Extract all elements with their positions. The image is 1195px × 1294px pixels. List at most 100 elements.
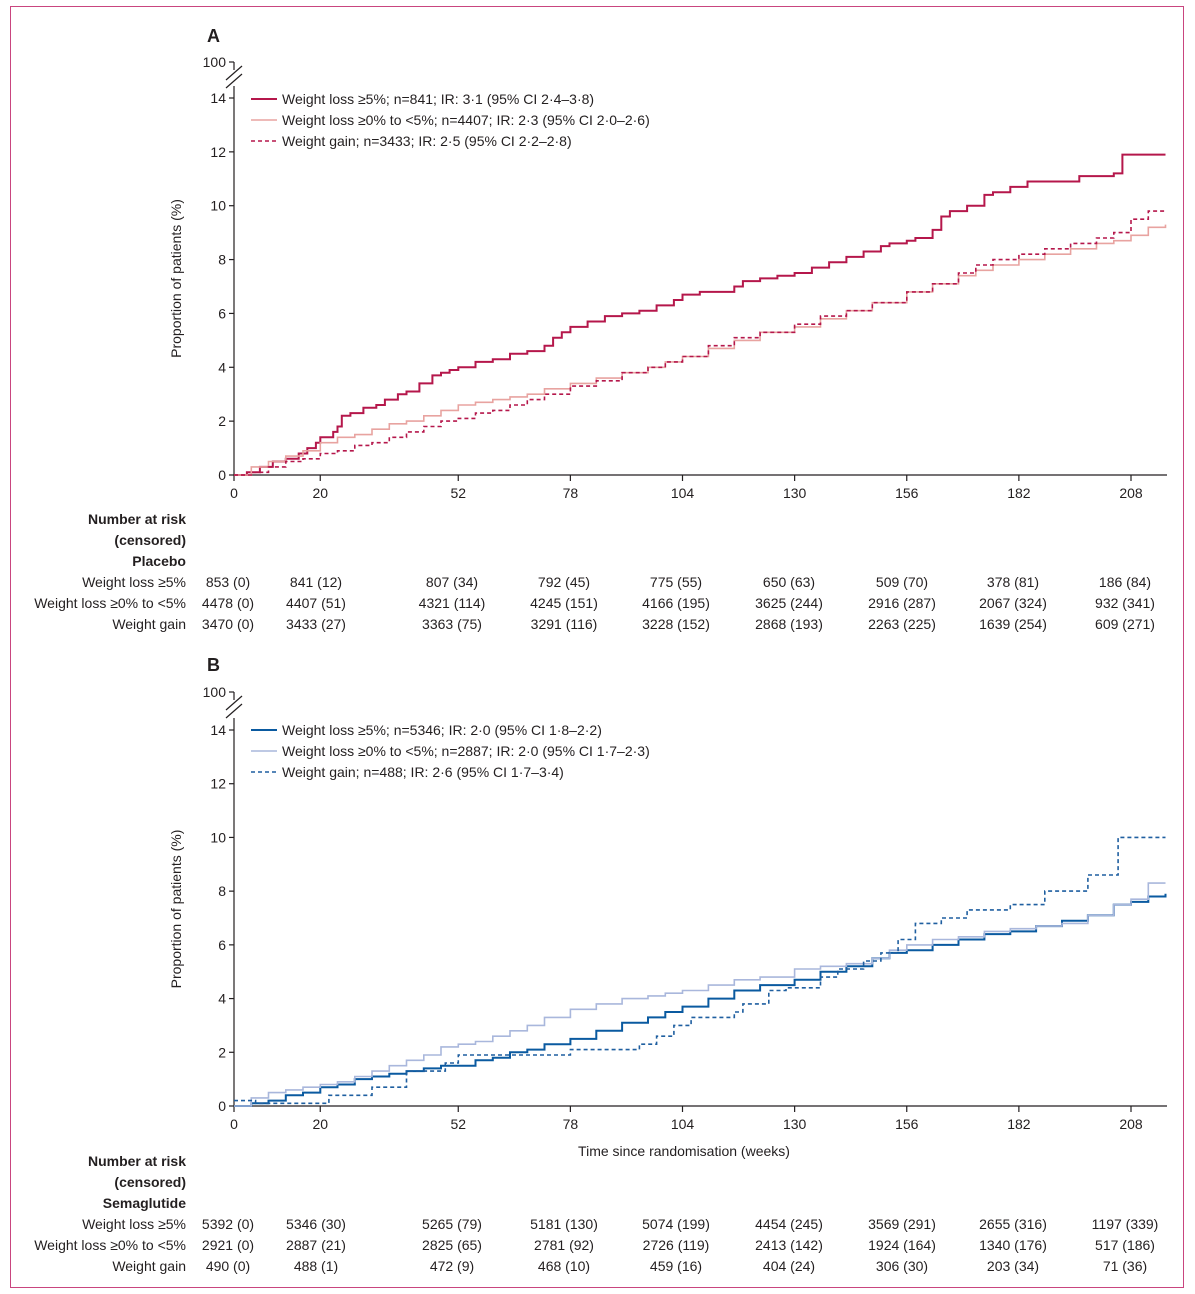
risk-table-row-label: Weight loss ≥5% bbox=[82, 574, 186, 590]
x-tick-label: 156 bbox=[895, 1116, 919, 1132]
y-tick-label: 10 bbox=[210, 829, 226, 845]
risk-table-cell: 472 (9) bbox=[430, 1258, 474, 1274]
x-tick-label: 0 bbox=[230, 1116, 238, 1132]
risk-table-cell: 186 (84) bbox=[1099, 574, 1151, 590]
legend-entry: Weight loss ≥5%; n=5346; IR: 2·0 (95% CI… bbox=[282, 722, 602, 738]
risk-table-cell: 404 (24) bbox=[763, 1258, 815, 1274]
risk-table-cell: 3291 (116) bbox=[531, 616, 598, 632]
x-tick-label: 104 bbox=[671, 1116, 695, 1132]
risk-table-cell: 1639 (254) bbox=[979, 616, 1047, 632]
y-tick-label: 8 bbox=[218, 252, 226, 268]
risk-table-cell: 5265 (79) bbox=[422, 1216, 482, 1232]
chart-panel-a: A 100 0 2 4 6 8 10 12 14 Proportion of patients (%… bbox=[34, 26, 1167, 632]
risk-table-cell: 1197 (339) bbox=[1092, 1216, 1159, 1232]
y-tick-label: 8 bbox=[218, 883, 226, 899]
risk-table-header: Number at risk bbox=[88, 1153, 186, 1169]
y-tick-label: 12 bbox=[210, 776, 226, 792]
x-tick-label: 130 bbox=[783, 485, 807, 501]
x-tick-label: 130 bbox=[783, 1116, 807, 1132]
risk-table-cell: 853 (0) bbox=[206, 574, 250, 590]
x-tick-label: 20 bbox=[312, 485, 328, 501]
risk-table-cell: 2413 (142) bbox=[755, 1237, 823, 1253]
risk-table-cell: 306 (30) bbox=[876, 1258, 928, 1274]
x-tick-label: 20 bbox=[312, 1116, 328, 1132]
y-axis-title: Proportion of patients (%) bbox=[168, 199, 184, 358]
y-tick-label: 100 bbox=[203, 54, 227, 70]
legend-entry: Weight gain; n=488; IR: 2·6 (95% CI 1·7–… bbox=[282, 764, 564, 780]
risk-table-cell: 932 (341) bbox=[1095, 595, 1155, 611]
risk-table-header: (censored) bbox=[114, 1174, 186, 1190]
risk-table-cell: 4478 (0) bbox=[202, 595, 254, 611]
x-tick-label: 52 bbox=[450, 1116, 466, 1132]
y-axis-title: Proportion of patients (%) bbox=[168, 830, 184, 989]
risk-table-cell: 3625 (244) bbox=[755, 595, 823, 611]
risk-table-cell: 509 (70) bbox=[876, 574, 928, 590]
risk-table-cell: 3363 (75) bbox=[422, 616, 482, 632]
risk-table-cell: 2067 (324) bbox=[979, 595, 1047, 611]
y-tick-label: 2 bbox=[218, 1044, 226, 1060]
y-tick-label: 6 bbox=[218, 937, 226, 953]
series-line-1 bbox=[234, 153, 1166, 476]
legend-entry: Weight gain; n=3433; IR: 2·5 (95% CI 2·2… bbox=[282, 133, 572, 149]
risk-table-header: Placebo bbox=[132, 553, 186, 569]
y-tick-label: 100 bbox=[203, 684, 227, 700]
legend-entry: Weight loss ≥5%; n=841; IR: 3·1 (95% CI … bbox=[282, 91, 594, 107]
risk-table-cell: 378 (81) bbox=[987, 574, 1039, 590]
x-tick-label: 52 bbox=[450, 485, 466, 501]
risk-table-cell: 4166 (195) bbox=[642, 595, 710, 611]
risk-table-row-label: Weight loss ≥5% bbox=[82, 1216, 186, 1232]
axis-break-mark bbox=[225, 695, 243, 711]
risk-table-cell: 4407 (51) bbox=[286, 595, 346, 611]
series-line-2 bbox=[234, 882, 1166, 1107]
risk-table-cell: 2781 (92) bbox=[534, 1237, 594, 1253]
x-tick-label: 182 bbox=[1007, 485, 1031, 501]
y-tick-label: 4 bbox=[218, 359, 226, 375]
risk-table-cell: 5181 (130) bbox=[530, 1216, 598, 1232]
risk-table-header: Number at risk bbox=[88, 511, 186, 527]
axis-break-mark bbox=[225, 703, 243, 719]
x-tick-label: 182 bbox=[1007, 1116, 1031, 1132]
risk-table-cell: 2921 (0) bbox=[202, 1237, 254, 1253]
x-tick-label: 156 bbox=[895, 485, 919, 501]
y-tick-label: 14 bbox=[210, 90, 226, 106]
legend-entry: Weight loss ≥0% to <5%; n=4407; IR: 2·3 … bbox=[282, 112, 650, 128]
risk-table-cell: 2726 (119) bbox=[643, 1237, 710, 1253]
risk-table-cell: 792 (45) bbox=[538, 574, 590, 590]
x-tick-label: 0 bbox=[230, 485, 238, 501]
chart-panel-b: B 100 0 2 4 6 8 10 12 14 Proportion of patients (%… bbox=[34, 655, 1167, 1274]
x-tick-label: 104 bbox=[671, 485, 695, 501]
risk-table-cell: 807 (34) bbox=[426, 574, 478, 590]
risk-table-row-label: Weight loss ≥0% to <5% bbox=[34, 595, 186, 611]
y-tick-label: 10 bbox=[210, 198, 226, 214]
y-tick-label: 2 bbox=[218, 413, 226, 429]
risk-table-cell: 203 (34) bbox=[987, 1258, 1039, 1274]
risk-table-cell: 459 (16) bbox=[650, 1258, 702, 1274]
risk-table-cell: 2916 (287) bbox=[868, 595, 936, 611]
risk-table-header: (censored) bbox=[114, 532, 186, 548]
figure-frame bbox=[10, 6, 1184, 1288]
risk-table-cell: 2887 (21) bbox=[286, 1237, 346, 1253]
risk-table-row-label: Weight gain bbox=[112, 1258, 186, 1274]
x-tick-label: 208 bbox=[1119, 485, 1143, 501]
y-tick-label: 12 bbox=[210, 144, 226, 160]
risk-table-cell: 517 (186) bbox=[1095, 1237, 1155, 1253]
risk-table-row-label: Weight loss ≥0% to <5% bbox=[34, 1237, 186, 1253]
panel-label: A bbox=[207, 26, 220, 46]
risk-table-cell: 4454 (245) bbox=[755, 1216, 823, 1232]
risk-table-cell: 488 (1) bbox=[294, 1258, 338, 1274]
risk-table-cell: 3433 (27) bbox=[286, 616, 346, 632]
x-tick-label: 208 bbox=[1119, 1116, 1143, 1132]
risk-table-cell: 5074 (199) bbox=[642, 1216, 710, 1232]
risk-table-cell: 775 (55) bbox=[650, 574, 702, 590]
risk-table-cell: 71 (36) bbox=[1103, 1258, 1147, 1274]
risk-table-cell: 4245 (151) bbox=[530, 595, 598, 611]
risk-table-cell: 5392 (0) bbox=[202, 1216, 254, 1232]
series-line-2 bbox=[234, 224, 1167, 476]
risk-table-cell: 609 (271) bbox=[1095, 616, 1155, 632]
y-tick-label: 14 bbox=[210, 722, 226, 738]
axis-break-mark bbox=[225, 73, 243, 89]
y-tick-label: 4 bbox=[218, 991, 226, 1007]
risk-table-cell: 2868 (193) bbox=[755, 616, 823, 632]
risk-table-cell: 3569 (291) bbox=[868, 1216, 936, 1232]
legend-entry: Weight loss ≥0% to <5%; n=2887; IR: 2·0 … bbox=[282, 743, 650, 759]
